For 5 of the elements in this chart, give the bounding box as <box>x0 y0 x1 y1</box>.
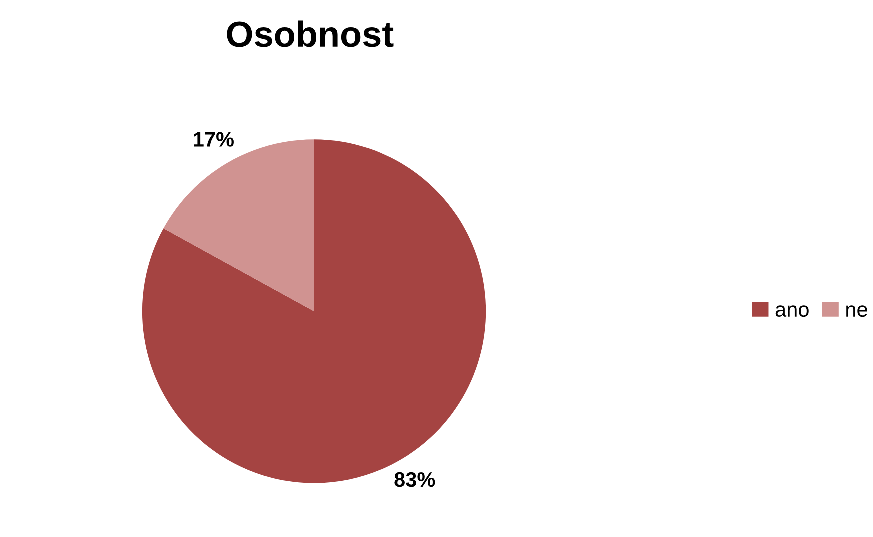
legend-label: ne <box>846 306 868 318</box>
legend-label: ano <box>776 306 809 318</box>
chart-title: Osobnost <box>227 20 394 48</box>
data-label: 17% <box>194 132 234 147</box>
data-label: 83% <box>394 472 436 488</box>
